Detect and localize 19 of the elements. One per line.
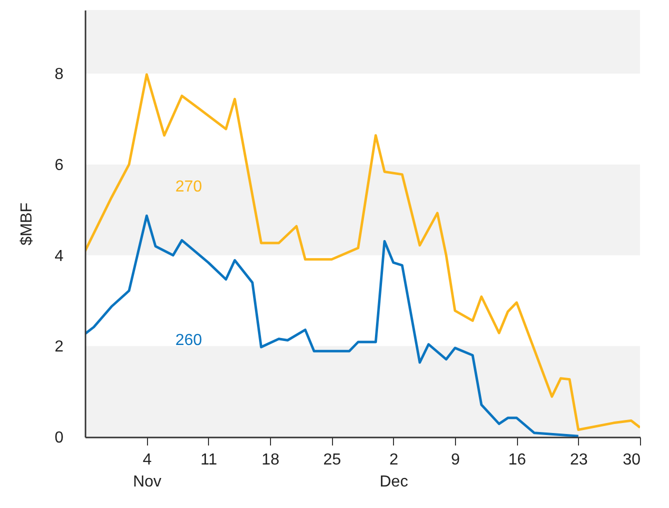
- line-series: [85, 73, 640, 431]
- y-axis-title: $MBF: [18, 202, 36, 246]
- y-tick-label: 8: [54, 66, 64, 84]
- x-tick-label: 4 Nov: [132, 452, 162, 490]
- y-tick-label: 6: [54, 156, 64, 174]
- x-tick-label: 23: [570, 452, 588, 468]
- y-tick-label: 4: [54, 248, 64, 265]
- line-series: [85, 214, 580, 437]
- y-tick-label: 2: [54, 338, 64, 356]
- x-tick-label: 11: [200, 452, 218, 468]
- text: 270: [175, 178, 202, 196]
- x-tick-label: 2 Dec: [380, 452, 408, 490]
- x-tick-label: 25: [323, 452, 342, 468]
- x-tick-label: 30: [622, 452, 641, 468]
- x-tick-label: 9: [451, 452, 460, 468]
- text: 260: [175, 332, 202, 349]
- x-tick-label: 16: [508, 452, 526, 468]
- y-tick-label: 0: [54, 430, 64, 446]
- x-tick-label: 18: [262, 452, 280, 468]
